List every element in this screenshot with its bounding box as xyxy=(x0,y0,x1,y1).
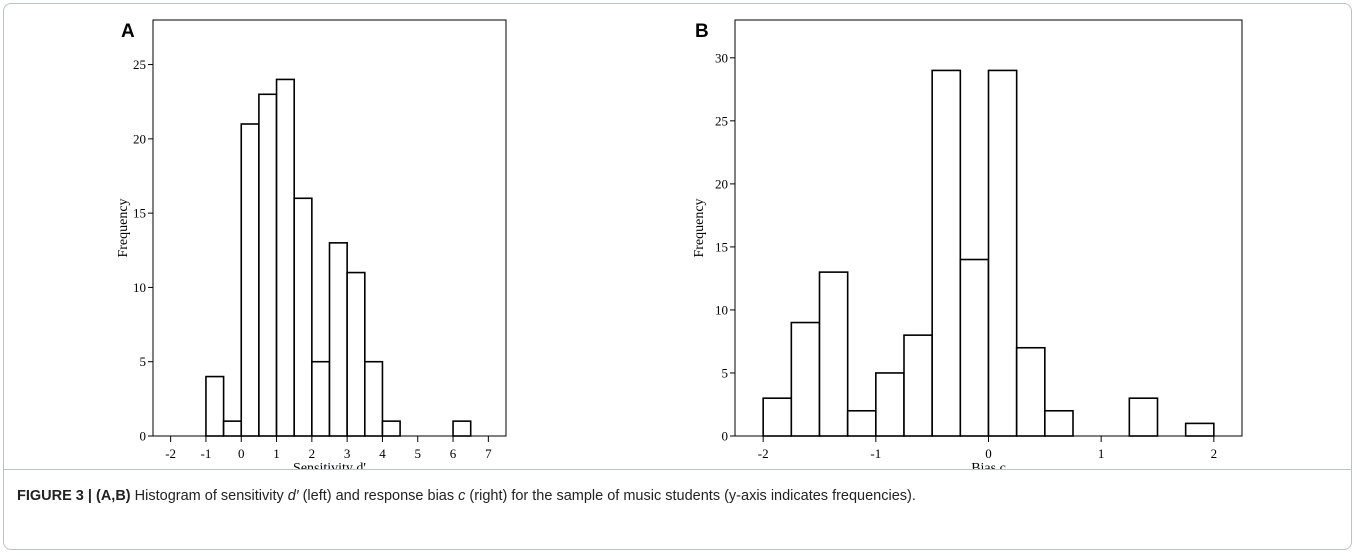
caption-divider xyxy=(4,469,1351,470)
y-tick-label: 15 xyxy=(133,206,146,221)
caption-label: FIGURE 3 | (A,B) xyxy=(17,488,131,504)
x-tick-label: 2 xyxy=(309,446,316,461)
histogram-bar xyxy=(330,243,348,436)
histogram-bar xyxy=(206,377,224,436)
x-tick-label: -1 xyxy=(201,446,212,461)
x-tick-label: 5 xyxy=(415,446,422,461)
caption-text-3: (right) for the sample of music students… xyxy=(465,488,915,504)
y-tick-label: 5 xyxy=(722,365,729,380)
y-tick-label: 5 xyxy=(140,354,147,369)
histogram-bar xyxy=(1186,423,1214,436)
histogram-bar xyxy=(989,70,1017,436)
y-axis-title: Frequency xyxy=(116,198,131,257)
histogram-bar xyxy=(294,198,312,436)
y-tick-label: 25 xyxy=(133,57,146,72)
x-tick-label: 7 xyxy=(485,446,492,461)
x-tick-label: 0 xyxy=(238,446,245,461)
y-tick-label: 20 xyxy=(133,131,146,146)
histogram-bar xyxy=(365,362,383,436)
x-tick-label: 1 xyxy=(1098,446,1105,461)
histogram-bar xyxy=(1045,411,1073,436)
histogram-bar xyxy=(277,79,295,436)
histogram-bar xyxy=(932,70,960,436)
y-tick-label: 15 xyxy=(715,239,728,254)
y-tick-label: 10 xyxy=(133,280,146,295)
figure-caption: FIGURE 3 | (A,B) Histogram of sensitivit… xyxy=(17,486,1337,506)
y-tick-label: 0 xyxy=(140,429,147,444)
y-tick-label: 30 xyxy=(715,50,728,65)
x-tick-label: -1 xyxy=(870,446,881,461)
x-tick-label: -2 xyxy=(165,446,176,461)
y-tick-label: 25 xyxy=(715,113,728,128)
x-tick-label: 0 xyxy=(985,446,992,461)
histogram-bar xyxy=(960,260,988,436)
y-tick-label: 20 xyxy=(715,176,728,191)
histogram-bar xyxy=(820,272,848,436)
y-axis-title: Frequency xyxy=(692,198,707,257)
y-tick-label: 10 xyxy=(715,302,728,317)
histogram-bar xyxy=(1129,398,1157,436)
panel-letter: B xyxy=(695,21,709,42)
histogram-bar xyxy=(763,398,791,436)
x-tick-label: 1 xyxy=(273,446,280,461)
x-tick-label: 6 xyxy=(450,446,457,461)
histogram-bar xyxy=(876,373,904,436)
x-tick-label: 3 xyxy=(344,446,351,461)
histogram-bar xyxy=(312,362,330,436)
histogram-bar xyxy=(904,335,932,436)
histogram-bar xyxy=(1017,348,1045,436)
histogram-bar xyxy=(382,421,400,436)
x-tick-label: 2 xyxy=(1211,446,1218,461)
histogram-bar xyxy=(848,411,876,436)
caption-text-1: Histogram of sensitivity xyxy=(131,488,288,504)
histogram-bar xyxy=(791,323,819,436)
histogram-bar xyxy=(241,124,259,436)
histogram-bar xyxy=(259,94,277,436)
x-tick-label: 4 xyxy=(379,446,386,461)
caption-dprime: d′ xyxy=(288,488,299,504)
panel-letter: A xyxy=(121,21,135,42)
histogram-bar xyxy=(347,273,365,436)
histogram-bar xyxy=(224,421,242,436)
histogram-bar xyxy=(453,421,471,436)
x-tick-label: -2 xyxy=(758,446,769,461)
caption-text-2: (left) and response bias xyxy=(299,488,459,504)
y-tick-label: 0 xyxy=(722,429,729,444)
